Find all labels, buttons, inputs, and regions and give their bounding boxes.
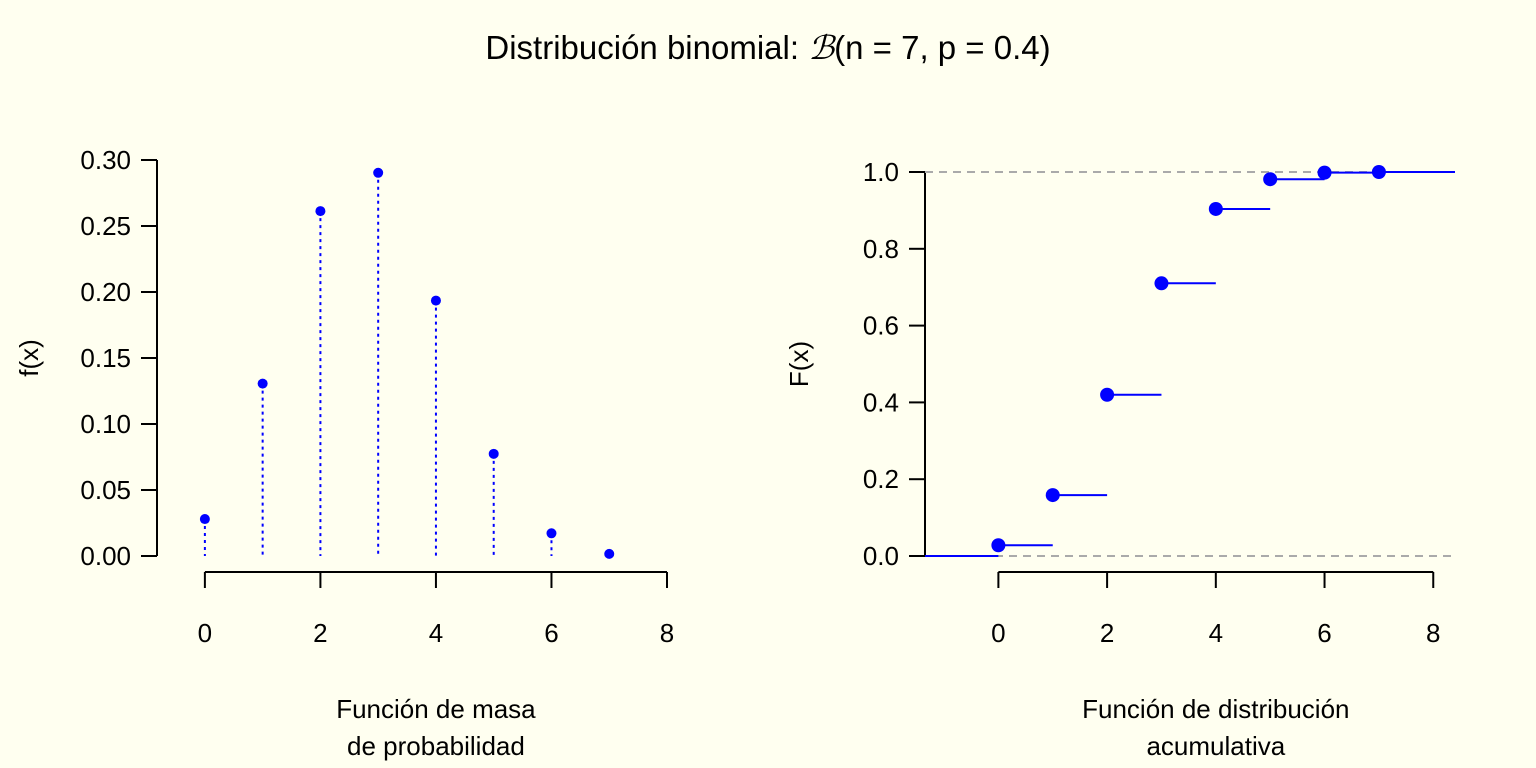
y-tick-label: 0.00: [80, 541, 131, 571]
x-tick-label: 8: [1426, 618, 1440, 648]
pmf-point: [199, 514, 210, 525]
y-tick-label: 0.8: [863, 234, 899, 264]
cdf-point: [1371, 165, 1386, 179]
pmf-point: [488, 448, 499, 459]
y-tick-label: 0.2: [863, 464, 899, 494]
x-tick-label: 0: [991, 618, 1005, 648]
x-tick-label: 0: [198, 618, 212, 648]
x-tick-label: 8: [660, 618, 674, 648]
y-tick-label: 0.15: [80, 343, 131, 373]
x-tick-label: 6: [544, 618, 558, 648]
x-tick-label: 6: [1317, 618, 1331, 648]
pmf-point: [430, 295, 441, 306]
cdf-point: [1263, 172, 1278, 187]
y-tick-label: 0.0: [863, 541, 899, 571]
x-tick-label: 2: [313, 618, 327, 648]
y-tick-label: 0.10: [80, 409, 131, 439]
x-tick-label: 4: [1209, 618, 1223, 648]
y-tick-label: 1.0: [863, 157, 899, 187]
x-axis-label-line-1: Función de distribución: [1082, 694, 1349, 724]
y-axis-label: F(x): [784, 341, 814, 387]
y-tick-label: 0.6: [863, 311, 899, 341]
title-symbol: ℬ: [808, 28, 836, 67]
x-tick-label: 4: [429, 618, 443, 648]
x-axis-label-line-1: Función de masa: [336, 694, 536, 724]
x-axis-label-line-2: de probabilidad: [347, 731, 525, 761]
x-tick-label: 2: [1100, 618, 1114, 648]
y-tick-label: 0.25: [80, 211, 131, 241]
pmf-point: [373, 167, 384, 178]
cdf-point: [1208, 201, 1223, 216]
pmf-point: [546, 528, 557, 539]
cdf-point: [1045, 488, 1060, 503]
cdf-point: [1100, 387, 1115, 402]
y-tick-label: 0.30: [80, 145, 131, 175]
pmf-point: [315, 206, 326, 217]
y-axis-label: f(x): [14, 339, 44, 377]
chart-title: Distribución binomial: ℬ(n = 7, p = 0.4): [485, 28, 1050, 67]
pmf-point: [604, 548, 615, 559]
y-tick-label: 0.05: [80, 475, 131, 505]
cdf-panel: 0.0 0.2 0.4 0.6 0.8 1.0 0 2 4 6 8 F(x) Función de di…: [784, 157, 1455, 761]
pmf-panel: 0.00 0.05 0.10 0.15 0.20 0.25 0.30 0 2 4 6 8 f(x) Fun…: [14, 145, 674, 761]
pmf-point: [257, 378, 268, 389]
title-params: (n = 7, p = 0.4): [834, 29, 1050, 66]
cdf-point: [1317, 165, 1332, 180]
x-axis-label-line-2: acumulativa: [1146, 731, 1285, 761]
y-tick-label: 0.20: [80, 277, 131, 307]
cdf-point: [991, 538, 1006, 553]
y-tick-label: 0.4: [863, 387, 899, 417]
cdf-point: [1154, 276, 1169, 291]
title-prefix: Distribución binomial:: [485, 29, 808, 66]
